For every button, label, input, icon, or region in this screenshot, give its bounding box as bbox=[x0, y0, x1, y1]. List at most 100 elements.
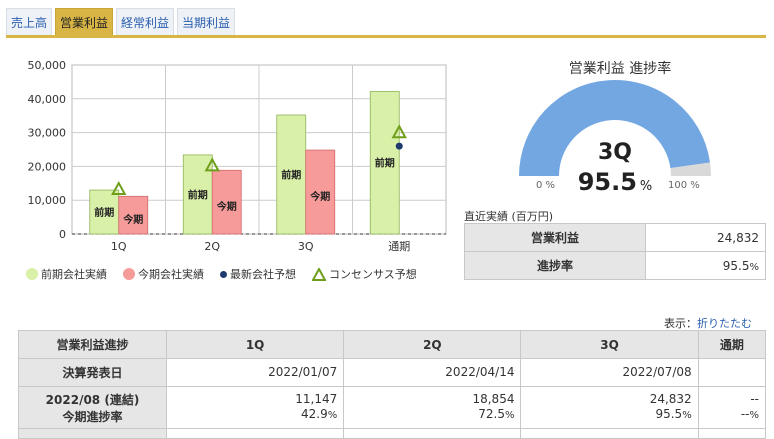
gauge-fill bbox=[519, 80, 711, 176]
gauge-title: 営業利益 進捗率 bbox=[568, 61, 672, 77]
collapse-link[interactable]: 折りたたむ bbox=[697, 317, 752, 330]
recent-value-profit-number: 24,832 bbox=[717, 230, 759, 245]
recent-results-label: 直近実績 (百万円) bbox=[464, 210, 554, 223]
tab-bar: 売上高 営業利益 経常利益 当期利益 bbox=[6, 8, 236, 35]
recent-value-progress-unit: % bbox=[749, 261, 759, 273]
tab-operating-profit[interactable]: 営業利益 bbox=[55, 8, 114, 35]
forecast-marker bbox=[395, 142, 403, 150]
value-3q: 24,832 bbox=[649, 392, 692, 406]
bar-label: 前期 bbox=[281, 169, 301, 182]
legend-current-label: 今期会社実績 bbox=[138, 268, 204, 281]
date-1q: 2022/01/07 bbox=[165, 358, 345, 387]
date-fy bbox=[697, 358, 767, 387]
gauge-value-unit: % bbox=[639, 179, 653, 194]
consensus-marker bbox=[204, 157, 220, 172]
x-tick-label: 2Q bbox=[204, 240, 220, 253]
bar-label: 前期 bbox=[188, 188, 208, 201]
legend-forecast-swatch bbox=[220, 270, 227, 278]
value-1q: 11,147 bbox=[295, 392, 338, 406]
chart-legend: 前期会社実績 今期会社実績 最新会社予想 コンセンサス予想 bbox=[26, 266, 417, 282]
value-fy: -- bbox=[750, 392, 759, 406]
gauge-value: 95.5% bbox=[560, 168, 670, 196]
progress-1q-number: 42.9 bbox=[301, 407, 328, 421]
y-tick-label: 0 bbox=[59, 228, 66, 241]
table-row bbox=[18, 428, 767, 439]
tab-ordinary-profit[interactable]: 経常利益 bbox=[116, 8, 175, 35]
column-header-1q: 1Q bbox=[165, 330, 345, 359]
recent-header-progress: 進捗率 bbox=[464, 251, 646, 280]
progress-fy-unit: % bbox=[749, 410, 759, 421]
legend-item-prev: 前期会社実績 bbox=[26, 266, 107, 282]
cell-3q: 24,832 95.5% bbox=[520, 386, 699, 429]
tab-net-profit[interactable]: 当期利益 bbox=[177, 8, 236, 35]
tab-underline bbox=[6, 35, 766, 38]
progress-gauge bbox=[519, 80, 711, 176]
gauge-track bbox=[670, 162, 711, 176]
bar-label: 前期 bbox=[94, 206, 114, 219]
table-row: 2022/08 (連結) 今期進捗率 11,147 42.9% 18,854 72.… bbox=[18, 386, 767, 429]
progress-2q-number: 72.5 bbox=[478, 407, 505, 421]
bar-prev bbox=[89, 189, 120, 235]
y-tick-label: 30,000 bbox=[28, 127, 67, 140]
display-toggle: 表示：折りたたむ bbox=[664, 315, 752, 331]
column-header-fy: 通期 bbox=[697, 330, 767, 359]
x-tick-label: 通期 bbox=[388, 240, 410, 253]
gauge-max-label: 100 % bbox=[668, 180, 700, 191]
x-tick-label: 3Q bbox=[298, 240, 314, 253]
progress-2q: 72.5% bbox=[350, 407, 514, 423]
cell-2q: 18,854 72.5% bbox=[343, 386, 522, 429]
table-row: 決算発表日 2022/01/07 2022/04/14 2022/07/08 bbox=[18, 358, 767, 387]
y-tick-label: 10,000 bbox=[28, 194, 67, 207]
y-tick-label: 50,000 bbox=[28, 59, 67, 72]
value-2q: 18,854 bbox=[472, 392, 515, 406]
row-header-period: 2022/08 (連結) 今期進捗率 bbox=[18, 386, 167, 429]
progress-fy: --% bbox=[705, 407, 759, 423]
bar-current bbox=[305, 149, 336, 235]
legend-forecast-label: 最新会社予想 bbox=[230, 268, 296, 281]
progress-3q-number: 95.5 bbox=[655, 407, 683, 421]
gauge-min-label: 0 % bbox=[536, 180, 556, 191]
bar-label: 前期 bbox=[375, 157, 395, 170]
display-prefix: 表示： bbox=[664, 317, 697, 330]
table-row: 営業利益 24,832 bbox=[464, 223, 766, 252]
date-3q: 2022/07/08 bbox=[520, 358, 699, 387]
legend-prev-swatch bbox=[26, 268, 38, 280]
column-header-2q: 2Q bbox=[343, 330, 522, 359]
table-row: 進捗率 95.5% bbox=[464, 251, 766, 280]
progress-fy-number: -- bbox=[740, 407, 750, 421]
progress-bar-chart: 010,00020,00030,00040,00050,0001Q前期今期2Q前… bbox=[28, 59, 447, 253]
row-header-dates: 決算発表日 bbox=[18, 358, 167, 387]
legend-consensus-label: コンセンサス予想 bbox=[329, 268, 417, 281]
recent-header-profit: 営業利益 bbox=[464, 223, 646, 252]
progress-1q-unit: % bbox=[327, 410, 338, 421]
recent-value-profit: 24,832 bbox=[645, 223, 766, 252]
bar-current bbox=[118, 195, 149, 235]
tab-sales[interactable]: 売上高 bbox=[6, 8, 53, 35]
consensus-marker bbox=[111, 180, 127, 196]
table-corner-header: 営業利益進捗 bbox=[18, 330, 167, 359]
bar-label: 今期 bbox=[309, 190, 330, 203]
y-tick-label: 40,000 bbox=[28, 93, 67, 106]
legend-item-consensus: コンセンサス予想 bbox=[312, 266, 417, 282]
cell-fy: -- --% bbox=[697, 386, 767, 429]
recent-value-progress: 95.5% bbox=[645, 251, 766, 280]
column-header-3q: 3Q bbox=[520, 330, 699, 359]
gauge-quarter: 3Q bbox=[597, 140, 632, 165]
bar-current bbox=[211, 169, 242, 235]
gauge-value-number: 95.5 bbox=[577, 168, 637, 196]
bar-label: 今期 bbox=[122, 213, 143, 226]
triangle-icon bbox=[312, 267, 326, 281]
bar-label: 今期 bbox=[216, 200, 237, 213]
progress-3q-unit: % bbox=[682, 410, 692, 421]
x-tick-label: 1Q bbox=[111, 240, 127, 253]
row-header-period-line1: 2022/08 (連結) bbox=[45, 392, 140, 407]
row-header-period-line2: 今期進捗率 bbox=[62, 409, 123, 424]
legend-item-current: 今期会社実績 bbox=[123, 266, 204, 282]
progress-1q: 42.9% bbox=[173, 407, 337, 423]
progress-table: 営業利益進捗 1Q 2Q 3Q 通期 決算発表日 2022/01/07 2022… bbox=[18, 330, 767, 439]
legend-current-swatch bbox=[123, 268, 135, 280]
bar-prev bbox=[369, 90, 400, 235]
legend-prev-label: 前期会社実績 bbox=[41, 268, 107, 281]
recent-value-progress-number: 95.5 bbox=[722, 258, 750, 273]
y-tick-label: 20,000 bbox=[28, 160, 67, 173]
